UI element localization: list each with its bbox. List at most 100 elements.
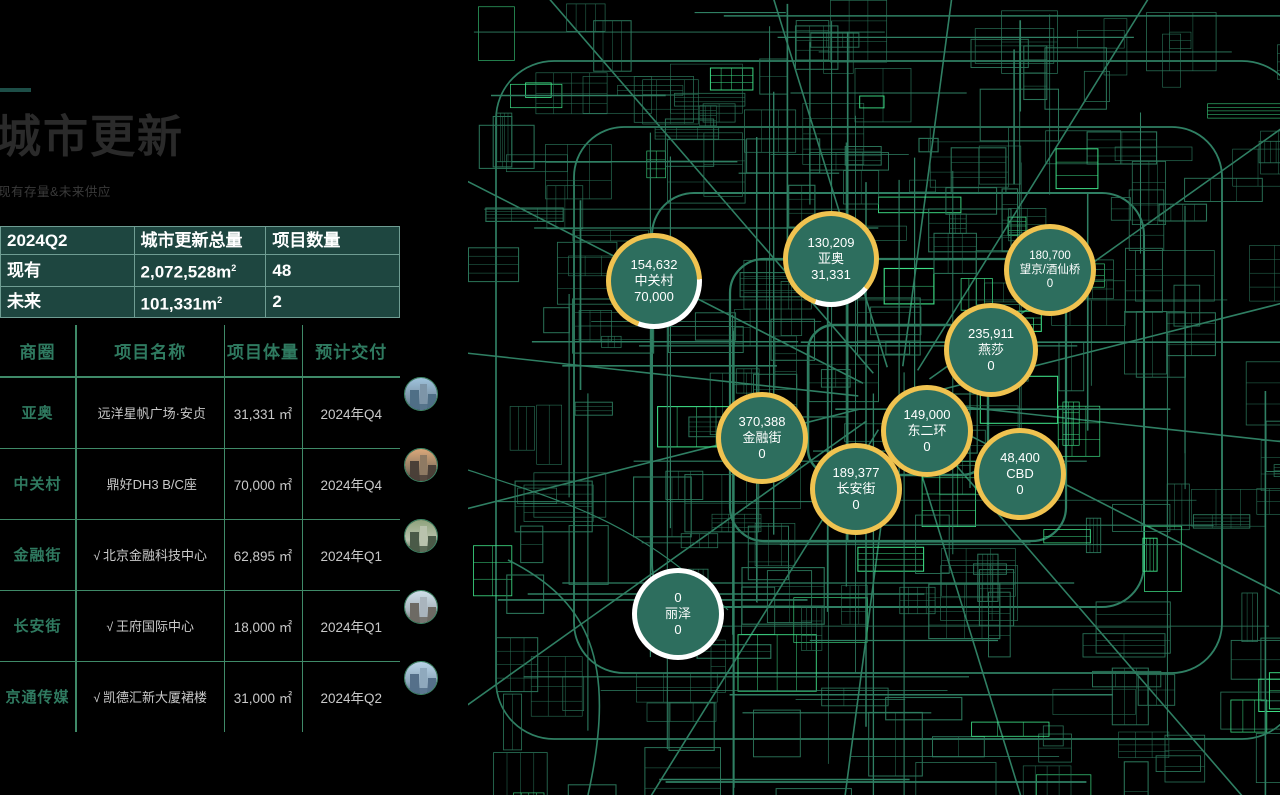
map-bubble-中关村[interactable]: 154,632 中关村 70,000 <box>606 233 702 329</box>
bubble-existing-value: 154,632 <box>630 257 678 273</box>
bubble-existing-value: 149,000 <box>903 407 951 423</box>
table-row[interactable]: 中关村 鼎好DH3 B/C座 70,000 ㎡ 2024年Q4 <box>0 448 400 520</box>
project-thumbnail[interactable] <box>404 590 438 624</box>
cell-delivery: 2024年Q1 <box>302 519 400 591</box>
cell-district: 金融街 <box>0 519 77 591</box>
checkmark-icon: √ <box>93 691 101 706</box>
summary-header-row: 2024Q2 城市更新总量 项目数量 <box>0 226 400 255</box>
page-subtitle: 现有存量&未来供应 <box>0 185 111 199</box>
project-thumbnail[interactable] <box>404 448 438 482</box>
cell-name-text: 远洋星帆广场·安贞 <box>97 406 206 422</box>
table-row[interactable]: 亚奥 远洋星帆广场·安贞 31,331 ㎡ 2024年Q4 <box>0 377 400 449</box>
map-bubble-CBD[interactable]: 48,400 CBD 0 <box>974 428 1066 520</box>
cell-district: 中关村 <box>0 448 77 520</box>
bubble-core: 180,700 望京/酒仙桥 0 <box>1009 229 1091 311</box>
bubble-core: 154,632 中关村 70,000 <box>611 238 697 324</box>
bubble-district-name: CBD <box>1006 466 1034 482</box>
bubble-existing-value: 370,388 <box>738 414 786 430</box>
cell-delivery: 2024年Q2 <box>320 690 383 706</box>
bubble-existing-value: 0 <box>674 590 682 606</box>
bubble-district-name: 金融街 <box>742 430 782 446</box>
cell-name-text: 北京金融科技中心 <box>103 548 208 563</box>
bubble-existing-value: 48,400 <box>1000 450 1040 466</box>
project-col-delivery: 预计交付 <box>302 325 400 378</box>
bubble-future-value: 0 <box>758 445 766 461</box>
thumb-ground <box>405 404 437 410</box>
bubble-district-name: 丽泽 <box>664 606 691 622</box>
summary-col-period: 2024Q2 <box>0 226 135 255</box>
summary-col-count: 项目数量 <box>265 226 400 255</box>
table-row[interactable]: 金融街 √ 北京金融科技中心 62,895 ㎡ 2024年Q1 <box>0 519 400 591</box>
cell-size: 62,895 ㎡ <box>224 519 303 591</box>
map-bubble-长安街[interactable]: 189,377 长安街 0 <box>810 443 902 535</box>
bubble-future-value: 70,000 <box>634 288 674 304</box>
checkmark-icon: √ <box>93 549 101 563</box>
project-header-row: 商圈 项目名称 项目体量 预计交付 <box>0 325 400 378</box>
map-bubble-东二环[interactable]: 149,000 东二环 0 <box>881 385 973 477</box>
thumb-building <box>420 668 427 694</box>
bubble-future-value: 0 <box>1016 481 1024 497</box>
cell-name: 鼎好DH3 B/C座 <box>76 448 225 520</box>
bubble-core: 130,209 亚奥 31,331 <box>788 216 874 302</box>
bubble-district-name: 望京/酒仙桥 <box>1019 263 1081 276</box>
thumb-building <box>420 455 427 481</box>
thumb-building <box>428 678 436 694</box>
cell-size: 70,000 ㎡ <box>224 448 303 520</box>
bubble-core: 0 丽泽 0 <box>637 573 719 655</box>
summary-table: 2024Q2 城市更新总量 项目数量 现有 2,072,528m2 48 未来 … <box>0 226 400 319</box>
road-network-map <box>468 0 1280 795</box>
thumb-building <box>428 536 436 552</box>
bubble-core: 149,000 东二环 0 <box>886 390 968 472</box>
project-thumbnail[interactable] <box>404 377 438 411</box>
map-bubble-丽泽[interactable]: 0 丽泽 0 <box>632 568 724 660</box>
unit-sup: 2 <box>231 263 237 273</box>
thumb-building <box>428 607 436 623</box>
table-row[interactable]: 长安街 √ 王府国际中心 18,000 ㎡ 2024年Q1 <box>0 590 400 662</box>
bubble-core: 370,388 金融街 0 <box>721 397 803 479</box>
summary-total-existing-value: 2,072,528 <box>140 262 217 282</box>
map-panel[interactable]: 154,632 中关村 70,000 130,209 亚奥 31,331 180,700 望京… <box>468 0 1280 795</box>
bubble-future-value: 0 <box>1046 278 1054 290</box>
map-bubble-金融街[interactable]: 370,388 金融街 0 <box>716 392 808 484</box>
cell-size: 31,000 ㎡ <box>224 661 303 732</box>
bubble-core: 235,911 燕莎 0 <box>949 308 1033 392</box>
thumb-building <box>420 526 427 552</box>
left-info-panel: 城市更新 现有存量&未来供应 2024Q2 城市更新总量 项目数量 现有 2,0… <box>0 0 468 795</box>
summary-label-existing: 现有 <box>0 254 135 287</box>
cell-name: √ 凯德汇新大厦裙楼 <box>76 661 225 732</box>
thumb-building <box>428 465 436 481</box>
bubble-future-value: 0 <box>674 621 682 637</box>
cell-name: √ 北京金融科技中心 <box>76 519 225 591</box>
unit-m: m <box>201 294 218 314</box>
cell-district: 京通传媒 <box>0 661 77 732</box>
map-bubble-望京/酒仙桥[interactable]: 180,700 望京/酒仙桥 0 <box>1004 224 1096 316</box>
thumb-building <box>410 461 419 481</box>
unit-sup: 2 <box>217 294 223 305</box>
project-col-district: 商圈 <box>0 325 77 378</box>
summary-row-future: 未来 101,331m2 2 <box>0 285 400 319</box>
bubble-district-name: 燕莎 <box>977 342 1004 358</box>
cell-delivery: 2024年Q4 <box>302 377 400 449</box>
table-row[interactable]: 京通传媒 √ 凯德汇新大厦裙楼 31,000 ㎡ 2024年Q2 <box>0 661 400 732</box>
cell-delivery: 2024年Q4 <box>302 448 400 520</box>
project-table: 商圈 项目名称 项目体量 预计交付 亚奥 远洋星帆广场·安贞 31,331 ㎡ 202… <box>0 325 400 732</box>
summary-label-future: 未来 <box>0 285 135 319</box>
thumb-building <box>410 390 419 410</box>
bubble-future-value: 0 <box>923 438 931 454</box>
checkmark-icon: √ <box>106 620 114 634</box>
project-thumbnail[interactable] <box>404 661 438 695</box>
thumb-ground <box>405 617 437 623</box>
page-title: 城市更新 <box>0 111 185 162</box>
map-bubble-亚奥[interactable]: 130,209 亚奥 31,331 <box>783 211 879 307</box>
thumb-ground <box>405 546 437 552</box>
cell-delivery: 2024年Q1 <box>302 590 400 662</box>
cell-name: 远洋星帆广场·安贞 <box>76 377 225 449</box>
summary-total-future-value: 101,331 <box>140 294 202 314</box>
cell-name-text: 王府国际中心 <box>116 619 195 634</box>
thumb-building <box>420 597 427 623</box>
summary-row-existing: 现有 2,072,528m2 48 <box>0 254 400 287</box>
project-thumbnail[interactable] <box>404 519 438 553</box>
map-bubble-燕莎[interactable]: 235,911 燕莎 0 <box>944 303 1038 397</box>
cell-name-text: 凯德汇新大厦裙楼 <box>103 690 208 706</box>
